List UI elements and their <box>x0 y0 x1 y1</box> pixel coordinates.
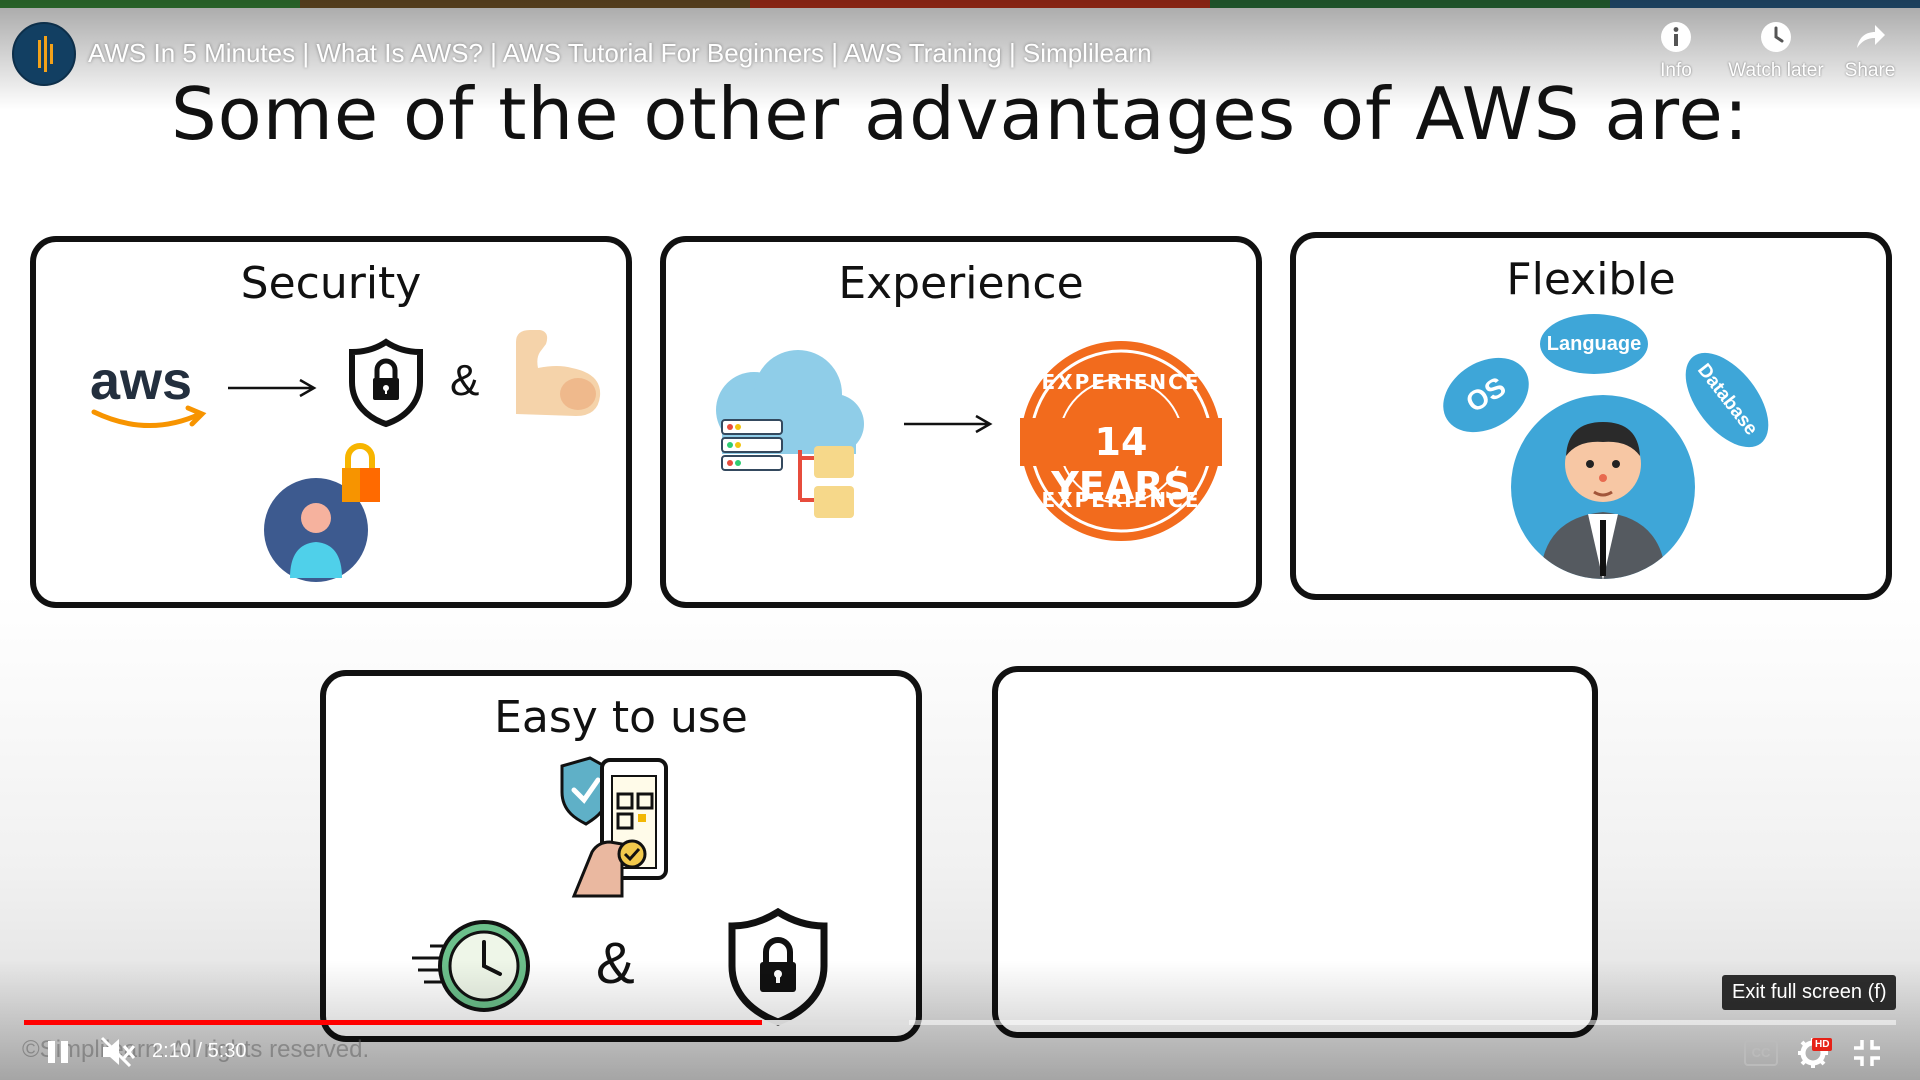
bubble-language-label: Language <box>1546 332 1642 355</box>
stripe-3 <box>750 0 1210 8</box>
pause-icon[interactable] <box>44 1038 72 1066</box>
top-gradient-overlay <box>0 0 1920 110</box>
exit-fullscreen-icon[interactable] <box>1852 1038 1882 1068</box>
empty-card <box>992 666 1598 1038</box>
channel-logo-icon <box>38 36 53 72</box>
easy-to-use-card: Easy to use & <box>320 670 922 1042</box>
aws-smile-icon <box>91 405 207 428</box>
badge-top-text: EXPERIENCE <box>1041 370 1201 394</box>
info-icon <box>1661 22 1691 52</box>
channel-avatar[interactable] <box>12 22 76 86</box>
muscle-arm-icon <box>516 330 601 416</box>
top-color-stripe <box>0 0 1920 8</box>
aws-logo-text: aws <box>90 351 193 411</box>
share-button[interactable]: Share <box>1820 20 1920 82</box>
info-label: Info <box>1660 60 1692 81</box>
share-arrow-icon <box>1857 25 1885 48</box>
badge-seal-icon <box>1020 341 1222 541</box>
progress-bar[interactable] <box>24 1020 1896 1025</box>
watch-later-label: Watch later <box>1728 60 1824 81</box>
ampersand-text: & <box>596 930 635 997</box>
experience-badge: EXPERIENCE 14 YEARS EXPERIENCE <box>1020 340 1222 542</box>
stripe-2 <box>300 0 750 8</box>
arrow-right-icon <box>904 414 993 434</box>
captions-icon[interactable]: CC <box>1744 1040 1778 1066</box>
experience-card: Experience EXPERIENCE <box>660 236 1262 608</box>
stripe-4 <box>1210 0 1610 8</box>
stripe-1 <box>0 0 300 8</box>
exit-fullscreen-tooltip: Exit full screen (f) <box>1722 975 1897 1010</box>
share-label: Share <box>1844 60 1896 81</box>
bubble-database-label: Database <box>1693 359 1762 440</box>
experience-title: Experience <box>838 258 1084 309</box>
progress-played <box>24 1020 763 1025</box>
fast-clock-icon <box>412 920 530 1012</box>
copyright-text: ©Simplilearn. All rights reserved. <box>22 1036 369 1064</box>
mute-icon[interactable] <box>100 1036 136 1068</box>
time-display: 2:10 / 5:30 <box>152 1040 247 1062</box>
shield-lock-icon <box>349 338 423 428</box>
hd-badge: HD <box>1812 1038 1833 1051</box>
flexible-title: Flexible <box>1506 254 1676 305</box>
cloud-server-icon <box>716 350 864 518</box>
user-lock-icon <box>264 443 380 582</box>
badge-bottom-text: EXPERIENCE <box>1041 488 1201 512</box>
bubble-language: Language <box>1540 314 1648 374</box>
ampersand-text: & <box>450 356 480 405</box>
clock-icon <box>1761 22 1791 52</box>
badge-main-text: 14 YEARS <box>1051 420 1191 508</box>
businessman-avatar-icon <box>1511 395 1695 579</box>
slide-heading: Some of the other advantages of AWS are: <box>170 72 1750 156</box>
captions-label: CC <box>1751 1045 1771 1060</box>
flexible-card: Flexible OS Language Database <box>1290 232 1892 600</box>
mobile-qr-icon <box>560 756 668 898</box>
easy-to-use-title: Easy to use <box>494 692 748 743</box>
watch-later-button[interactable]: Watch later <box>1724 20 1828 82</box>
stripe-5 <box>1610 0 1920 8</box>
arrow-right-icon <box>228 378 317 398</box>
security-title: Security <box>240 258 422 309</box>
security-card: Security aws & <box>30 236 632 608</box>
video-title[interactable]: AWS In 5 Minutes | What Is AWS? | AWS Tu… <box>88 38 1152 68</box>
bubble-os-label: OS <box>1460 370 1512 419</box>
info-button[interactable]: Info <box>1626 20 1726 82</box>
